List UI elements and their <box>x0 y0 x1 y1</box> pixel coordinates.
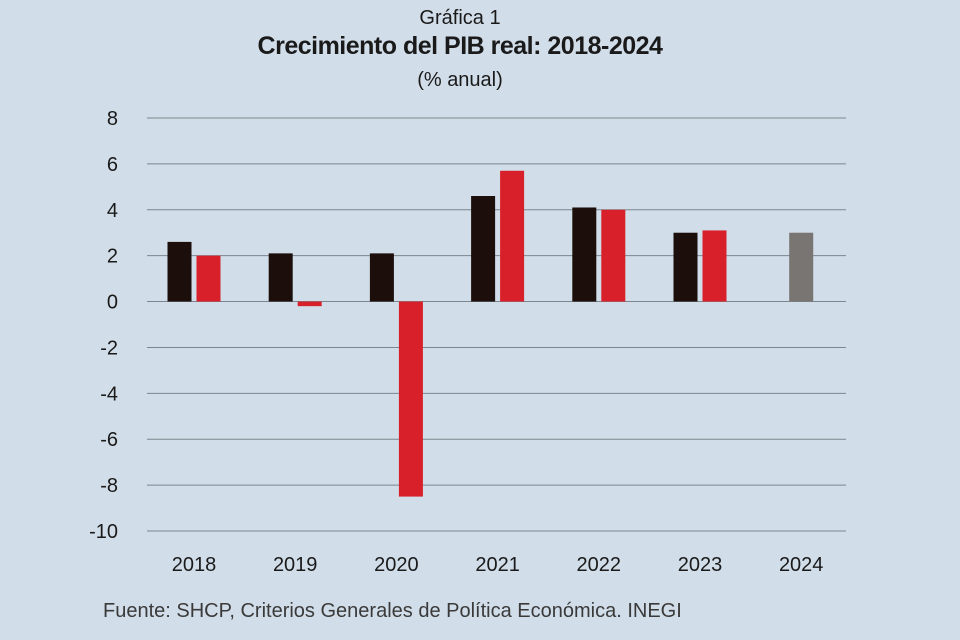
y-tick-label: -8 <box>100 475 118 497</box>
x-tick-label: 2018 <box>172 554 217 576</box>
x-tick-label: 2022 <box>577 554 622 576</box>
bar-2020-red <box>399 302 423 497</box>
bar-2023-red <box>703 230 727 301</box>
y-tick-label: -4 <box>100 383 118 405</box>
y-tick-label: 6 <box>107 154 118 176</box>
bar-2020-black <box>370 253 394 301</box>
gridlines <box>147 118 846 531</box>
x-tick-label: 2020 <box>374 554 419 576</box>
bar-2021-black <box>471 196 495 302</box>
bar-2022-black <box>572 207 596 301</box>
y-axis-ticks: 8 6 4 2 0 -2 -4 -6 -8 -10 <box>89 108 118 543</box>
bar-2018-black <box>168 242 192 302</box>
bars <box>168 171 814 497</box>
bar-2021-red <box>500 171 524 302</box>
x-tick-label: 2024 <box>779 554 824 576</box>
x-tick-label: 2019 <box>273 554 318 576</box>
bar-2018-red <box>197 256 221 302</box>
y-tick-label: -2 <box>100 337 118 359</box>
bar-2023-black <box>674 233 698 302</box>
x-tick-label: 2021 <box>475 554 520 576</box>
bar-2019-red <box>298 302 322 307</box>
y-tick-label: 8 <box>107 108 118 130</box>
y-tick-label: 4 <box>107 200 118 222</box>
x-tick-label: 2023 <box>678 554 723 576</box>
y-tick-label: -10 <box>89 521 118 543</box>
bar-2024-black <box>789 233 813 302</box>
bar-2019-black <box>269 253 293 301</box>
x-axis-ticks: 2018 2019 2020 2021 2022 2023 2024 <box>172 554 824 576</box>
y-tick-label: -6 <box>100 429 118 451</box>
y-tick-label: 0 <box>107 292 118 314</box>
y-tick-label: 2 <box>107 246 118 268</box>
bar-2022-red <box>601 210 625 302</box>
bar-chart: 8 6 4 2 0 -2 -4 -6 -8 -10 2018 2019 2020 2021 2022 202… <box>0 0 960 640</box>
source-note: Fuente: SHCP, Criterios Generales de Pol… <box>103 600 682 623</box>
